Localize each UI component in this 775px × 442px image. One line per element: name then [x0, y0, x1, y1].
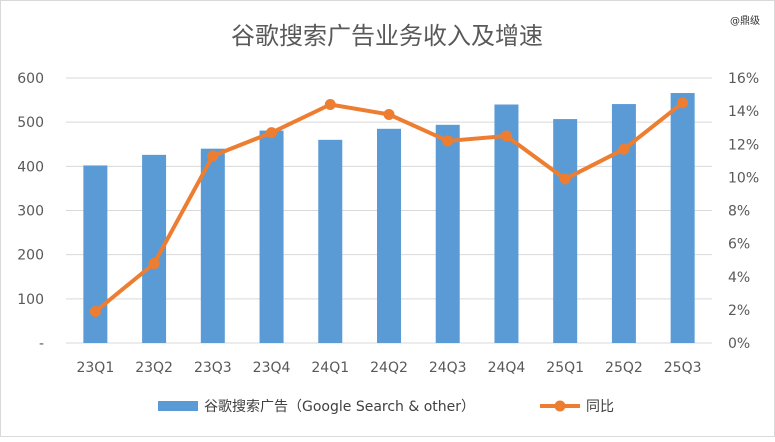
y-left-tick-label: 500 — [17, 115, 44, 131]
x-tick-label: 25Q3 — [664, 360, 702, 376]
growth-point — [677, 97, 689, 109]
growth-point — [618, 143, 630, 155]
y-right-tick-label: 14% — [728, 104, 759, 120]
y-left-tick-label: 200 — [17, 248, 44, 264]
bar — [611, 104, 636, 343]
legend-swatch-marker — [554, 400, 566, 412]
bar — [318, 139, 343, 343]
line-series — [89, 97, 689, 318]
bar — [200, 148, 225, 343]
legend-label-line: 同比 — [586, 399, 614, 415]
y-right-tick-label: 0% — [728, 336, 750, 352]
bar-series — [83, 93, 695, 344]
y-right-tick-label: 2% — [728, 303, 750, 319]
y-left-tick-label: 100 — [17, 292, 44, 308]
x-tick-label: 24Q2 — [370, 360, 408, 376]
x-tick-label: 23Q3 — [194, 360, 232, 376]
y-left-tick-label: - — [39, 336, 44, 352]
growth-point — [500, 130, 512, 142]
x-tick-label: 23Q4 — [253, 360, 291, 376]
growth-point — [148, 258, 160, 269]
x-tick-label: 25Q1 — [546, 360, 584, 376]
x-tick-label: 24Q4 — [488, 360, 526, 376]
growth-point — [266, 127, 278, 139]
x-tick-label: 23Q1 — [76, 360, 114, 376]
growth-point — [324, 99, 336, 110]
watermark-text: @鼎级 — [730, 15, 760, 27]
y-left-tick-label: 400 — [17, 159, 44, 175]
y-right-tick-label: 8% — [728, 204, 750, 220]
legend: 谷歌搜索广告（Google Search & other） 同比 — [158, 398, 614, 415]
bar — [553, 119, 578, 343]
chart-title: 谷歌搜索广告业务收入及增速 — [231, 22, 543, 50]
growth-point — [207, 150, 219, 162]
y-right-tick-label: 6% — [728, 237, 750, 253]
y-right-tick-label: 12% — [728, 137, 759, 153]
bar — [670, 93, 695, 344]
y-left-tick-label: 600 — [17, 71, 44, 87]
x-tick-label: 23Q2 — [135, 360, 173, 376]
y-right-tick-label: 10% — [728, 170, 759, 186]
growth-point — [559, 173, 571, 185]
x-tick-label: 25Q2 — [605, 360, 643, 376]
y-left-tick-label: 300 — [17, 204, 44, 220]
y-right-tick-label: 4% — [728, 270, 750, 286]
bar — [377, 128, 401, 343]
growth-point — [89, 306, 101, 318]
legend-label-bar: 谷歌搜索广告（Google Search & other） — [204, 398, 475, 415]
bar — [259, 130, 284, 343]
y-right-tick-label: 16% — [728, 71, 759, 87]
growth-point — [383, 108, 395, 120]
bar — [435, 124, 460, 343]
axes: - 100 200 300 400 500 600 0% 2% 4% 6% 8% 10% 12% 14% 16… — [17, 71, 759, 376]
growth-point — [442, 135, 454, 147]
legend-swatch-bar — [158, 401, 198, 411]
x-tick-label: 24Q3 — [429, 360, 467, 376]
x-tick-label: 24Q1 — [311, 360, 349, 376]
